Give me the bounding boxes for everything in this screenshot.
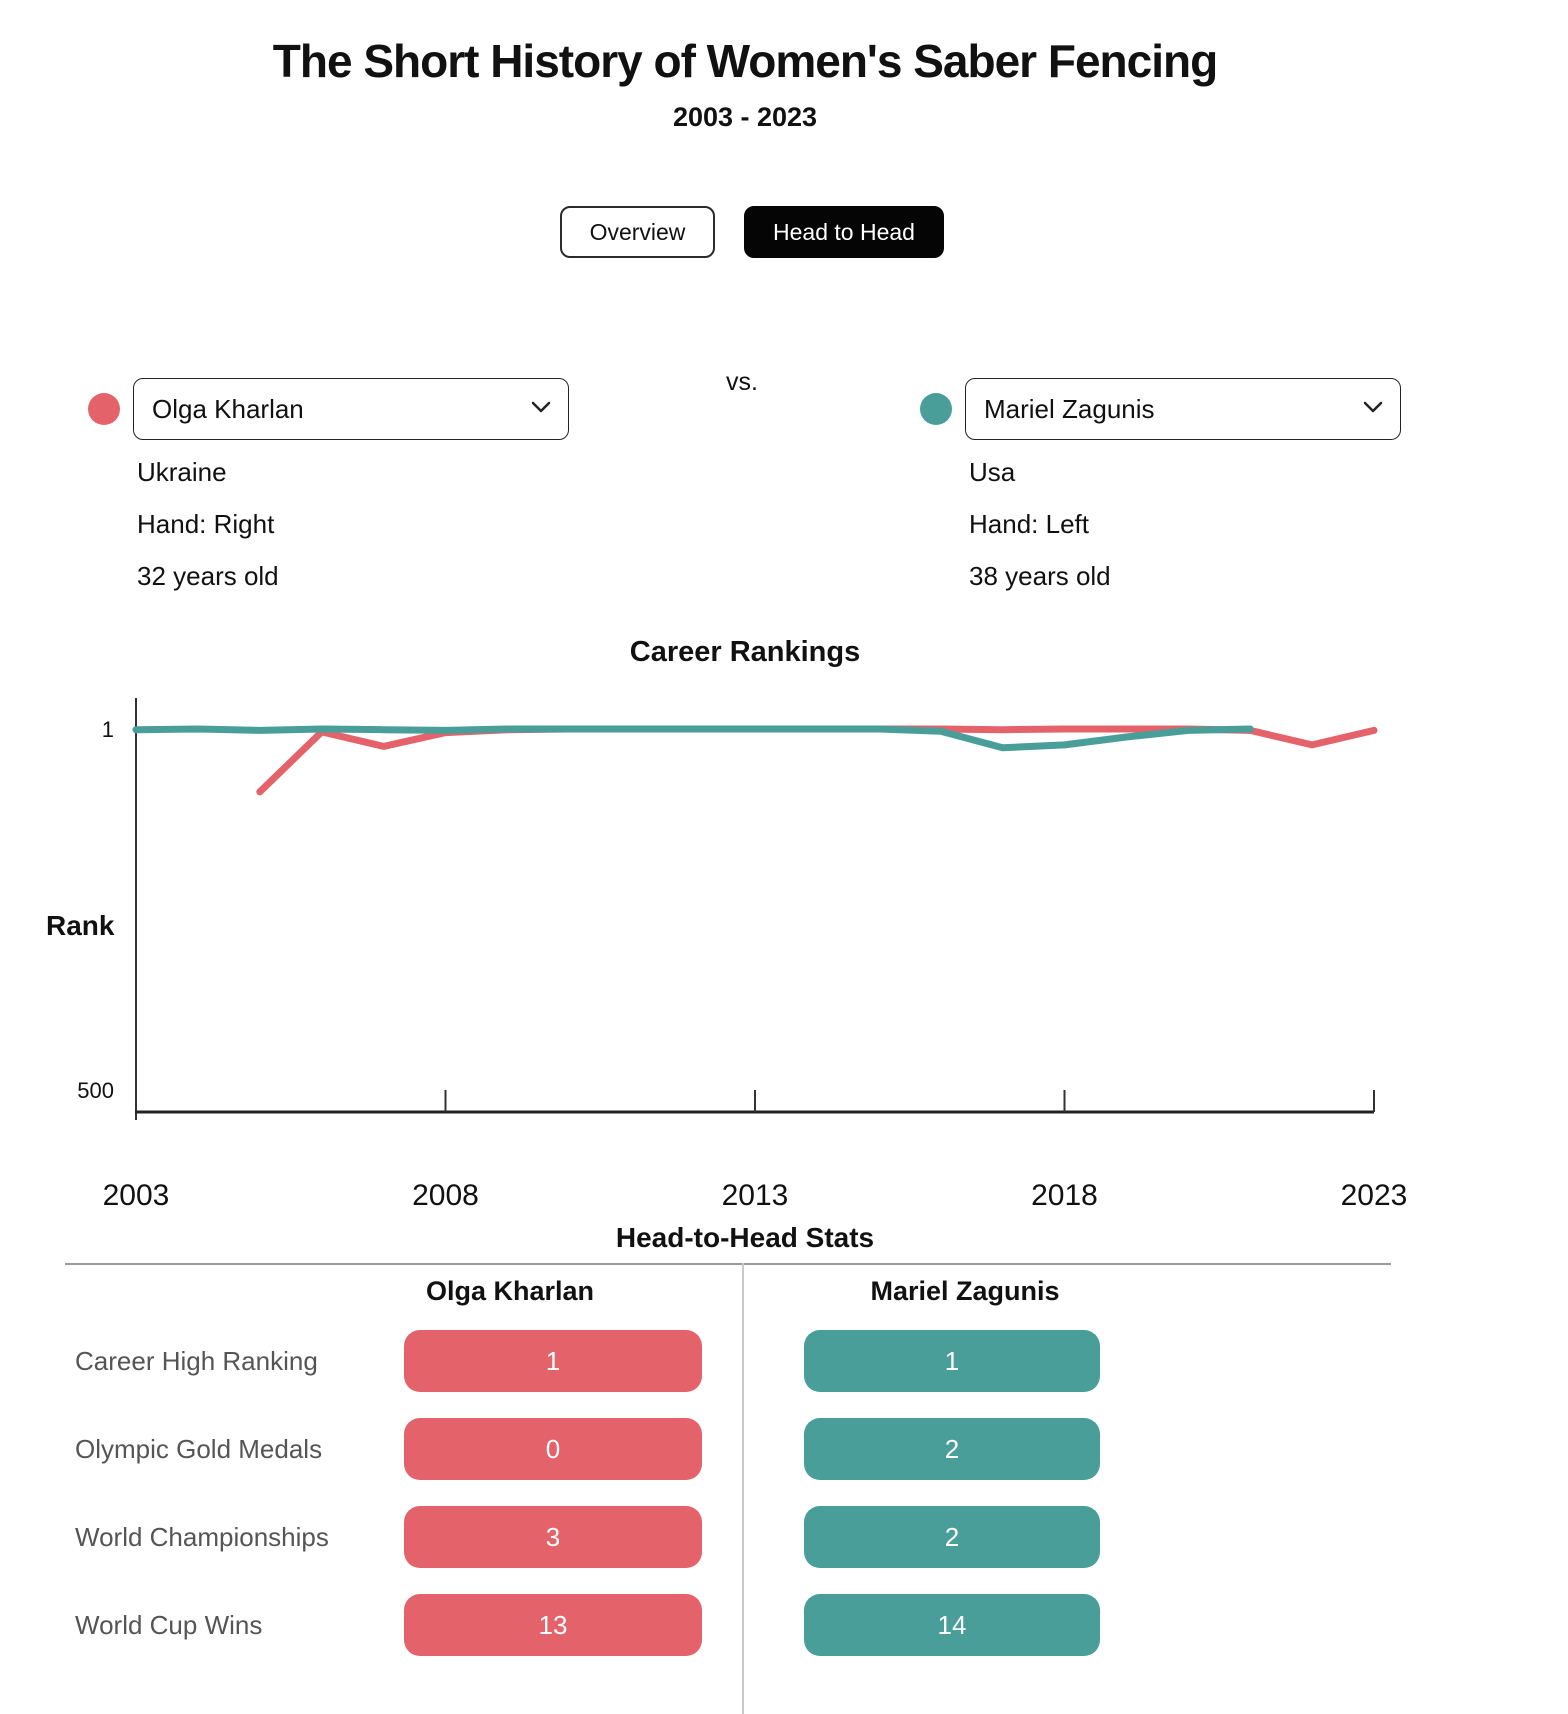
stat-value-pill-left: 1 [404,1330,702,1392]
stat-row-label: World Cup Wins [75,1610,263,1640]
stat-row: World Cup Wins 13 14 [0,1594,1568,1656]
stat-value-pill-right: 2 [804,1506,1100,1568]
stat-row: Olympic Gold Medals 0 2 [0,1418,1568,1480]
stat-value-pill-left: 13 [404,1594,702,1656]
x-tick-label: 2008 [412,1179,479,1212]
stats-table-top-rule [65,1263,1391,1265]
player-right-hand: Hand: Left [969,509,1089,539]
stat-value-pill-right: 1 [804,1330,1100,1392]
stats-table-column-divider [742,1263,744,1714]
player-left-select-wrap: Olga Kharlan [133,378,569,440]
player-left-select[interactable]: Olga Kharlan [133,378,569,440]
chart-title: Career Rankings [629,636,861,668]
stat-row-label: Career High Ranking [75,1346,318,1376]
stats-table-title: Head-to-Head Stats [615,1222,875,1253]
x-tick-label: 2018 [1031,1179,1098,1212]
stat-row-label: World Championships [75,1522,329,1552]
x-tick-label: 2003 [103,1179,170,1212]
career-rankings-chart: 2003 2008 2013 2018 2023 1 500 Rank [46,698,1408,1212]
stats-column-header-right: Mariel Zagunis [870,1276,1060,1306]
series-line-olga-kharlan [256,725,1378,796]
stat-row: World Championships 3 2 [0,1506,1568,1568]
series-line-mariel-zagunis [132,725,1254,752]
stats-column-header-left: Olga Kharlan [425,1276,595,1306]
stat-row-label: Olympic Gold Medals [75,1434,323,1464]
player-right-select[interactable]: Mariel Zagunis [965,378,1401,440]
stat-value-pill-left: 3 [404,1506,702,1568]
player-right-details: Usa Hand: Left 38 years old [969,446,1111,602]
player-left-age: 32 years old [137,561,279,591]
player-right-select-wrap: Mariel Zagunis [965,378,1401,440]
y-tick-label: 1 [102,717,114,742]
stat-row: Career High Ranking 1 1 [0,1330,1568,1392]
vs-label: vs. [726,368,758,396]
player-right-color-dot [920,393,952,425]
x-tick-label: 2023 [1341,1179,1408,1212]
player-left-details: Ukraine Hand: Right 32 years old [137,446,279,602]
stat-value-pill-right: 14 [804,1594,1100,1656]
player-right-age: 38 years old [969,561,1111,591]
player-right-country: Usa [969,457,1016,487]
player-left-hand: Hand: Right [137,509,275,539]
tab-overview[interactable]: Overview [560,206,715,258]
stat-value-pill-left: 0 [404,1418,702,1480]
player-left-country: Ukraine [137,457,227,487]
y-tick-label: 500 [77,1078,114,1103]
player-left-color-dot [88,393,120,425]
stat-value-pill-right: 2 [804,1418,1100,1480]
page-subtitle: 2003 - 2023 [672,102,818,132]
page-title: The Short History of Women's Saber Fenci… [272,35,1218,87]
x-tick-label: 2013 [722,1179,789,1212]
tab-head-to-head[interactable]: Head to Head [744,206,944,258]
y-axis-label: Rank [46,910,115,941]
